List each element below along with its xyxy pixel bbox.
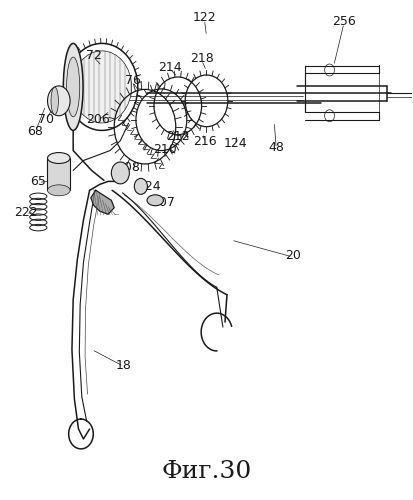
Ellipse shape	[63, 44, 83, 130]
Ellipse shape	[47, 152, 70, 164]
Text: 48: 48	[268, 141, 284, 154]
Ellipse shape	[147, 195, 164, 205]
Polygon shape	[91, 190, 114, 214]
Text: 218: 218	[190, 52, 214, 65]
Text: 212: 212	[166, 130, 190, 143]
Text: Фиг.30: Фиг.30	[161, 460, 252, 483]
Text: 18: 18	[116, 359, 132, 372]
Text: 224: 224	[137, 180, 161, 193]
Text: 216: 216	[193, 135, 217, 148]
Ellipse shape	[72, 51, 132, 123]
Text: 256: 256	[332, 15, 356, 28]
Ellipse shape	[66, 57, 80, 116]
Bar	[47, 158, 70, 190]
Text: 20: 20	[285, 250, 301, 262]
Text: 222: 222	[14, 206, 38, 218]
Text: 214: 214	[158, 60, 181, 74]
Text: 206: 206	[86, 113, 110, 126]
Text: 70: 70	[38, 113, 54, 126]
Ellipse shape	[47, 185, 70, 196]
Text: 68: 68	[27, 125, 43, 138]
Ellipse shape	[47, 86, 70, 116]
Text: 65: 65	[31, 175, 46, 188]
Circle shape	[134, 178, 147, 194]
Text: 122: 122	[192, 11, 216, 24]
Ellipse shape	[51, 87, 58, 115]
Text: 210: 210	[154, 143, 177, 156]
Text: 207: 207	[152, 196, 176, 209]
Text: 124: 124	[223, 137, 247, 150]
Text: 72: 72	[86, 48, 102, 62]
Text: 76: 76	[125, 74, 140, 88]
Circle shape	[112, 162, 129, 184]
Text: 208: 208	[116, 162, 140, 174]
